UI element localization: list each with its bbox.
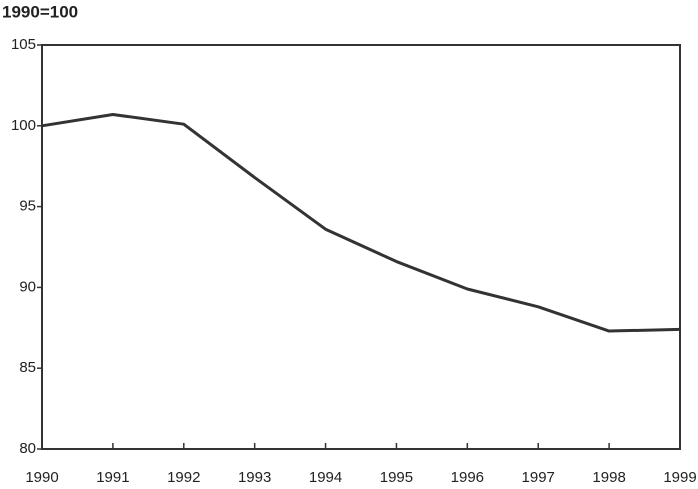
x-tick-label: 1999 — [663, 469, 696, 486]
data-line — [41, 112, 681, 333]
x-tick-label: 1998 — [592, 469, 625, 486]
y-tick-label: 90 — [19, 278, 36, 295]
chart-title: 1990=100 — [2, 2, 78, 21]
x-tick-label: 1997 — [522, 469, 555, 486]
y-tick-label: 95 — [19, 198, 36, 215]
x-tick-label: 1993 — [238, 469, 271, 486]
x-tick-label: 1990 — [25, 469, 58, 486]
y-tick-label: 105 — [11, 36, 36, 53]
x-tick-label: 1992 — [167, 469, 200, 486]
y-tick-label: 100 — [11, 117, 36, 134]
x-tick-label: 1996 — [451, 469, 484, 486]
y-tick-label: 80 — [19, 440, 36, 457]
x-tick-label: 1994 — [309, 469, 342, 486]
plot-frame — [41, 44, 681, 450]
y-tick-label: 85 — [19, 359, 36, 376]
x-tick-label: 1991 — [96, 469, 129, 486]
x-tick-label: 1995 — [380, 469, 413, 486]
